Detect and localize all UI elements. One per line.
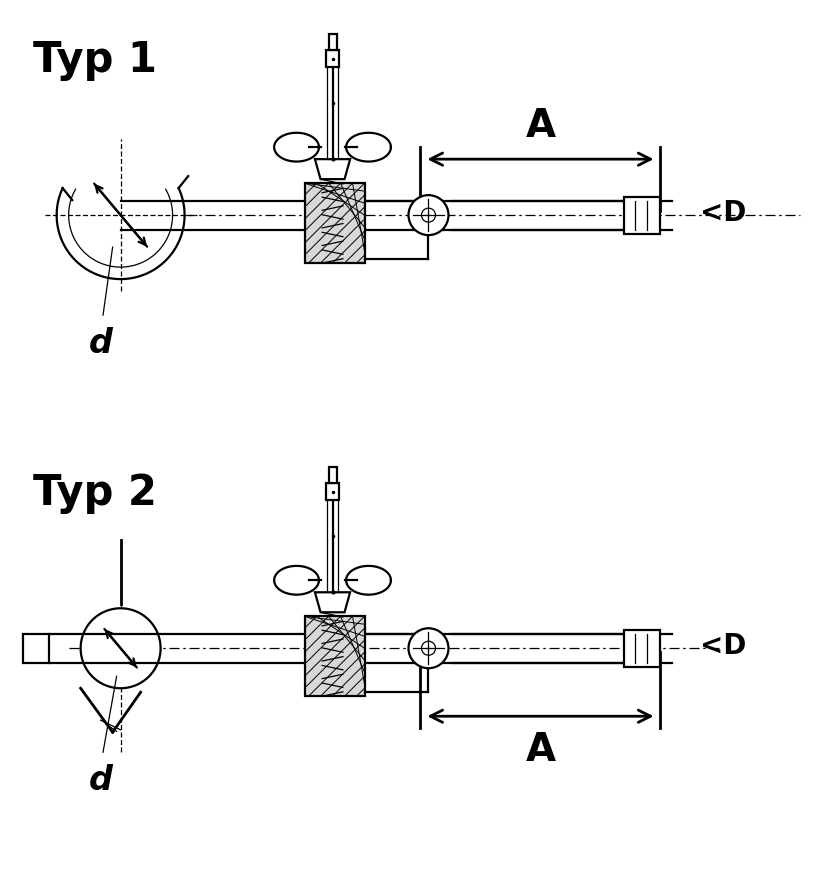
Bar: [23, 634, 48, 662]
Bar: [625, 197, 661, 234]
Text: d: d: [88, 327, 112, 360]
Text: <D: <D: [701, 199, 746, 227]
Polygon shape: [274, 133, 319, 162]
Text: Typ 2: Typ 2: [32, 473, 157, 514]
Circle shape: [421, 208, 436, 222]
Text: d: d: [88, 764, 112, 797]
Bar: [305, 616, 365, 697]
Bar: [305, 183, 365, 263]
Text: A: A: [526, 731, 556, 768]
Polygon shape: [315, 159, 350, 179]
Circle shape: [421, 641, 436, 655]
Bar: [327, 483, 339, 500]
Polygon shape: [315, 159, 350, 179]
Circle shape: [408, 628, 448, 668]
Bar: [625, 630, 661, 667]
Polygon shape: [315, 592, 350, 612]
Circle shape: [81, 608, 161, 689]
Text: <D: <D: [701, 632, 746, 660]
Polygon shape: [347, 566, 391, 595]
Text: Typ 1: Typ 1: [32, 39, 157, 81]
Bar: [327, 50, 339, 67]
Bar: [328, 466, 337, 483]
Polygon shape: [347, 133, 391, 162]
Polygon shape: [315, 592, 350, 612]
Text: A: A: [526, 107, 556, 144]
Polygon shape: [274, 566, 319, 595]
Bar: [328, 33, 337, 50]
Circle shape: [408, 195, 448, 235]
